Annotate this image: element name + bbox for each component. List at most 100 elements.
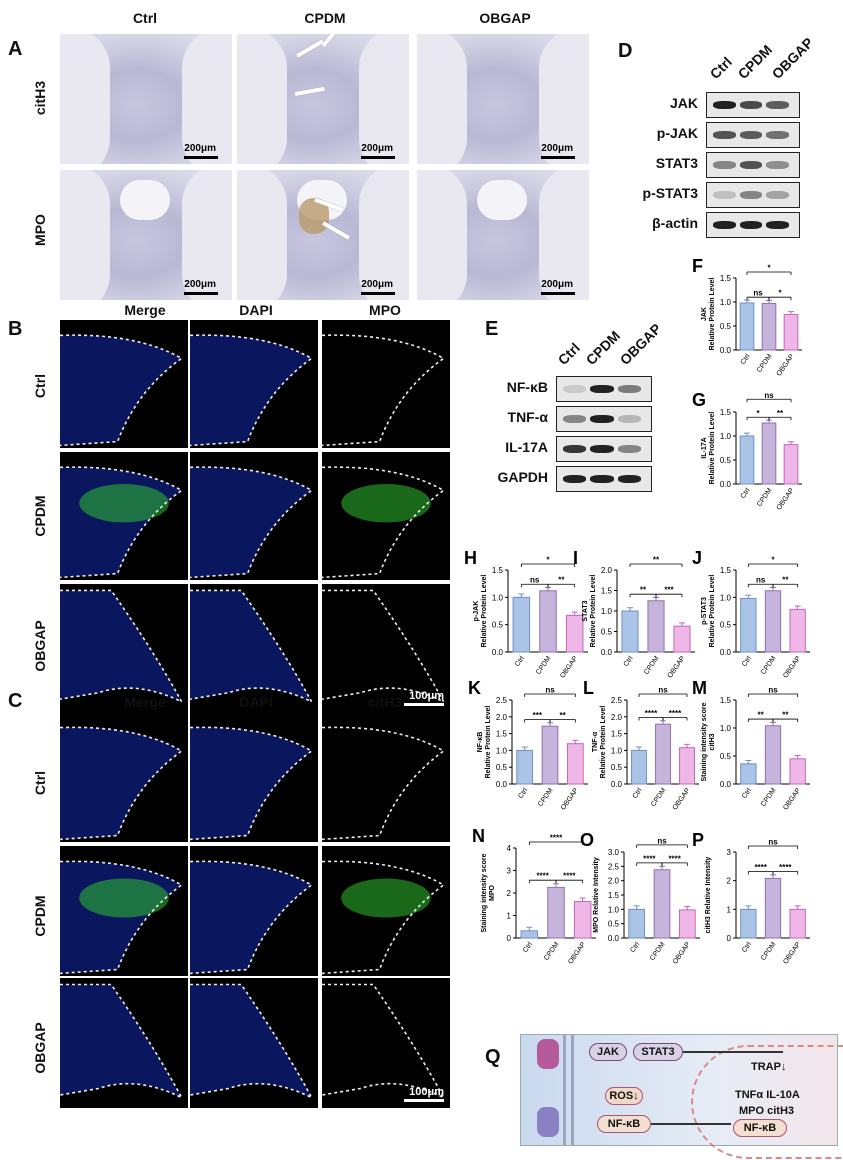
tissue-outline: [60, 334, 184, 447]
dapi-tissue: [60, 984, 182, 1098]
fluoro-image: [190, 334, 314, 447]
x-tick-label: OBGAP: [782, 941, 802, 966]
sig-label: **: [777, 409, 784, 418]
y-tick-label: 3.0: [608, 848, 620, 857]
bar-cpdm: [655, 723, 671, 785]
tooth-root-right: [182, 170, 232, 300]
y-axis-label: Staining intensity score: [481, 853, 488, 932]
panel-c-col-cith3: citH3: [367, 694, 403, 710]
tooth-root-right: [539, 34, 589, 164]
blot-band: [617, 415, 641, 423]
sig-label: ****: [563, 872, 576, 881]
blot-label-3: GAPDH: [497, 469, 548, 485]
tissue-outline: [322, 334, 446, 447]
fluoro-tile-cpdm-dapi: [190, 452, 318, 580]
y-axis-label: MPO: [489, 884, 496, 901]
x-tick-label: OBGAP: [667, 655, 687, 680]
x-tick-label: CPDM: [760, 941, 778, 962]
y-axis-label: Relative Protein Level: [600, 706, 607, 779]
sig-label: **: [560, 711, 567, 720]
y-tick-label: 1.0: [720, 593, 732, 602]
arrow-nfkb-nucleus: [651, 1123, 731, 1125]
sig-label: **: [558, 576, 565, 585]
blot-strip-4: [706, 212, 800, 238]
tooth-root-right: [539, 170, 589, 300]
x-tick-label: CPDM: [537, 787, 555, 808]
bar-ctrl: [740, 908, 757, 939]
fluoro-tile-ctrl-dapi: [190, 320, 318, 448]
fluoro-tile-obgap-cith3: 100μm: [322, 978, 450, 1108]
tooth-root-right: [182, 34, 232, 164]
panel-label-k: K: [468, 678, 481, 698]
fluoro-image: [190, 466, 314, 579]
tooth-root-right: [359, 170, 409, 300]
cytokine-label-1: TNFα IL-10A: [735, 1089, 800, 1101]
blot-band: [766, 221, 789, 229]
y-tick-label: 1.5: [492, 566, 504, 575]
fluoro-tile-obgap-mpo: 100μm: [322, 584, 450, 712]
panel-a-col-ctrl: Ctrl: [132, 10, 158, 26]
bar-obgap: [566, 743, 584, 785]
blot-band: [713, 161, 736, 169]
blot-label-2: IL-17A: [505, 439, 548, 455]
x-tick-label: CPDM: [543, 941, 561, 962]
sig-label: ns: [545, 686, 555, 695]
dapi-tissue: [190, 467, 312, 578]
y-tick-label: 1: [727, 905, 732, 914]
y-tick-label: 3: [727, 848, 732, 857]
sig-label: *: [756, 409, 760, 418]
fluoro-tile-ctrl-merge: [60, 320, 188, 448]
y-tick-label: 0.0: [611, 780, 623, 789]
panel-label-f: F: [692, 256, 703, 276]
x-tick-label: CPDM: [760, 655, 778, 676]
dapi-tissue: [190, 590, 312, 702]
blot-band: [766, 161, 789, 169]
panel-label-j: J: [692, 548, 702, 568]
fluoro-image: [322, 589, 446, 704]
tissue-outline: [190, 726, 314, 841]
tissue-outline: [190, 860, 314, 975]
bar-ctrl: [520, 930, 539, 939]
fluoro-tile-obgap-dapi: [190, 584, 318, 712]
chart-o: O 0.0 0.5 1.0 1.5 2.0 2.5 3.0 MPO Relative Inten…: [580, 830, 700, 966]
blot-band: [590, 385, 614, 393]
sig-label: ns: [768, 686, 778, 695]
x-tick-label: CPDM: [643, 655, 661, 676]
bar-obgap: [573, 901, 592, 939]
y-tick-label: 2.0: [601, 566, 613, 575]
bar-cpdm: [764, 725, 782, 785]
y-tick-label: 0.0: [720, 346, 732, 355]
y-tick-label: 3: [507, 867, 512, 876]
dapi-tissue: [60, 727, 182, 840]
panel-label-p: P: [692, 830, 704, 850]
blot-strip-2: [706, 152, 800, 178]
blot-band: [713, 221, 736, 229]
panel-b-col-dapi: DAPI: [239, 302, 273, 318]
y-tick-label: 1.0: [611, 746, 623, 755]
sig-label: ns: [658, 686, 668, 695]
fluoro-image: [60, 334, 184, 447]
x-tick-label: Ctrl: [632, 787, 644, 800]
tissue-outline: [322, 726, 446, 841]
bar-obgap: [789, 908, 806, 939]
y-tick-label: 1.5: [720, 274, 732, 283]
panel-label-b: B: [8, 318, 23, 340]
blot-label-2: STAT3: [655, 155, 698, 171]
y-axis-label: citH3: [709, 733, 716, 750]
ihc-tile-cith3-ctrl: 200μm: [60, 34, 232, 164]
bar-ctrl: [512, 596, 531, 653]
blot-band: [617, 385, 641, 393]
x-tick-label: CPDM: [756, 487, 774, 508]
y-axis-label: p-STAT3: [701, 597, 708, 625]
tooth-root-right: [359, 34, 409, 164]
scale-bar: [184, 292, 218, 295]
blot-band: [739, 221, 763, 229]
sig-label: *: [546, 556, 550, 565]
sig-label: ****: [550, 834, 563, 843]
blot-band: [617, 475, 641, 483]
fluoro-image: [190, 983, 314, 1100]
x-tick-label: OBGAP: [782, 787, 802, 812]
y-axis-label: Staining intensity score: [701, 702, 708, 781]
fluoro-tile-obgap-dapi: [190, 978, 318, 1108]
y-axis-label: STAT3: [582, 600, 589, 621]
